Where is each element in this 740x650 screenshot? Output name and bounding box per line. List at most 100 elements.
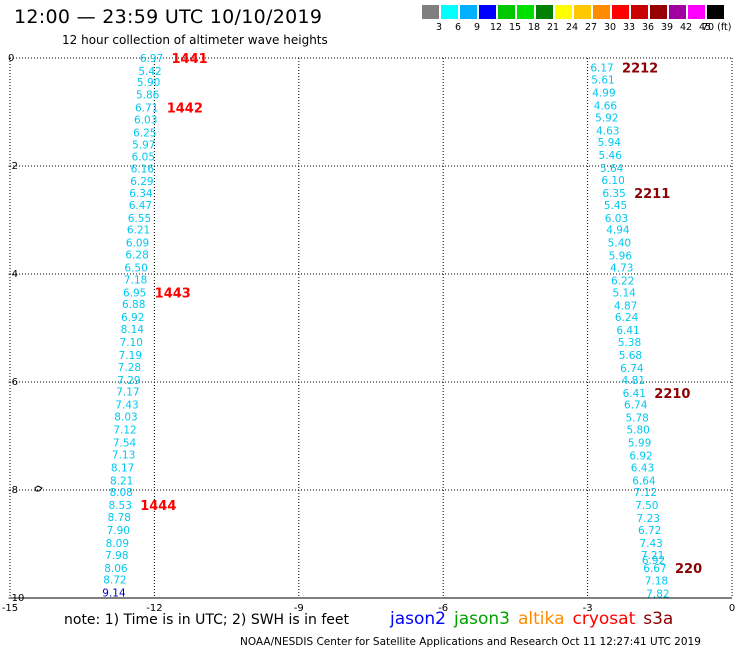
- swh-value: 6.47: [129, 200, 152, 212]
- swh-value: 6.92: [121, 312, 144, 324]
- swh-value: 7.90: [107, 525, 130, 537]
- legend-swatch: [441, 5, 458, 19]
- swh-value: 6.17: [590, 63, 613, 75]
- swh-value: 7.13: [112, 449, 135, 461]
- wave-height-color-legend: 3 6 9 12 15 18 21 24 27 30 33 36 39 42 45 70 (ft): [422, 5, 731, 37]
- swh-value: 5.42: [138, 66, 161, 78]
- legend-label: 12: [489, 22, 503, 33]
- swh-value: 6.92: [642, 555, 665, 567]
- swh-value: 5.45: [604, 200, 627, 212]
- swh-value: 7.50: [635, 500, 658, 512]
- pass-time-label: 2210: [654, 387, 690, 402]
- page-title: 12:00 — 23:59 UTC 10/10/2019: [14, 6, 323, 28]
- legend-label: 24: [565, 22, 579, 33]
- legend-swatch: [669, 5, 686, 19]
- swh-value: 6.50: [124, 263, 147, 275]
- swh-value: 7.18: [124, 274, 147, 286]
- legend-swatch: [498, 5, 515, 19]
- swh-value: 7.29: [117, 375, 140, 387]
- swh-value: 4.66: [594, 101, 618, 113]
- pass-time-label: 1443: [155, 286, 191, 301]
- swh-value: 7.17: [116, 387, 139, 399]
- swh-value: 6.67: [643, 563, 666, 575]
- legend-label: 70 (ft): [702, 22, 732, 33]
- pass-time-label: 2211: [634, 187, 670, 202]
- swh-value: 5.96: [609, 251, 633, 263]
- swh-value: 7.28: [118, 362, 141, 374]
- swh-value: 8.72: [103, 575, 126, 587]
- legend-swatch: [479, 5, 496, 19]
- swh-value: 6.03: [605, 213, 628, 225]
- swh-value: 6.41: [623, 388, 646, 400]
- swh-value: 6.03: [134, 115, 157, 127]
- swh-value: 5.46: [599, 150, 623, 162]
- legend-swatch: [593, 5, 610, 19]
- legend-swatch: [536, 5, 553, 19]
- swh-value: 6.22: [611, 275, 634, 287]
- legend-swatch: [517, 5, 534, 19]
- legend-label: 27: [584, 22, 598, 33]
- swh-value: 4.81: [622, 375, 645, 387]
- swh-value: 7.21: [641, 550, 664, 562]
- swh-value: 4.99: [592, 88, 615, 100]
- x-tick-label: -12: [146, 603, 162, 614]
- footer-note: note: 1) Time is in UTC; 2) SWH is in fe…: [64, 612, 350, 628]
- swh-value: 7.43: [115, 400, 138, 412]
- swh-value: 6.64: [632, 475, 656, 487]
- swh-value: 6.74: [624, 400, 648, 412]
- pass-time-label: 220: [675, 562, 702, 577]
- legend-swatch: [612, 5, 629, 19]
- satellite-name-altika: altika: [518, 609, 565, 629]
- swh-value: 6.09: [126, 238, 149, 250]
- swh-value: 6.28: [125, 250, 148, 262]
- swh-value: 7.98: [105, 550, 128, 562]
- x-tick-label: -9: [294, 603, 304, 614]
- swh-value: 7.12: [113, 425, 136, 437]
- legend-label: 45: [698, 22, 712, 33]
- legend-swatch: [688, 5, 705, 19]
- legend-label: 21: [546, 22, 560, 33]
- pass-time-label: 1441: [172, 52, 208, 67]
- swh-value: 6.88: [122, 299, 145, 311]
- satellite-legend: jason2 jason3 altika cryosat s3a: [390, 609, 681, 629]
- legend-swatch: [707, 5, 724, 19]
- swh-value: 5.38: [618, 337, 641, 349]
- swh-value: 6.72: [638, 525, 661, 537]
- swh-value: 6.97: [140, 53, 163, 65]
- satellite-name-cryosat: cryosat: [572, 609, 636, 629]
- swh-value: 6.24: [615, 312, 639, 324]
- swh-value: 5.94: [598, 137, 622, 149]
- swh-value: 5.80: [626, 425, 649, 437]
- swh-value: 5.78: [625, 413, 648, 425]
- swh-value: 8.03: [114, 412, 137, 424]
- swh-value: 6.29: [130, 176, 153, 188]
- swh-value: 8.17: [111, 462, 134, 474]
- pass-time-label: 1444: [140, 499, 176, 514]
- swh-value: 7.12: [634, 487, 657, 499]
- swh-value: 8.53: [109, 500, 132, 512]
- swh-value: 7.23: [637, 513, 660, 525]
- swh-value: 6.10: [601, 175, 624, 187]
- legend-swatch: [574, 5, 591, 19]
- swh-value: 7.10: [120, 337, 143, 349]
- swh-value: 9.14: [102, 588, 126, 600]
- swh-value: 6.25: [133, 128, 156, 140]
- swh-value: 8.08: [109, 487, 132, 499]
- legend-label: 6: [454, 22, 462, 33]
- page-subtitle: 12 hour collection of altimeter wave hei…: [62, 33, 328, 47]
- swh-value: 6.05: [132, 151, 155, 163]
- satellite-name-jason3: jason3: [454, 609, 510, 629]
- y-tick-label: -6: [8, 377, 18, 388]
- swh-value: 8.09: [106, 538, 129, 550]
- y-tick-label: -2: [8, 161, 18, 172]
- swh-value: 6.21: [127, 225, 150, 237]
- swh-value: 5.99: [628, 437, 651, 449]
- legend-label: 33: [622, 22, 636, 33]
- pass-time-label: 2212: [622, 62, 658, 77]
- pass-time-label: 1442: [167, 102, 203, 117]
- swh-value: 5.61: [591, 75, 614, 87]
- swh-value: 7.19: [119, 350, 142, 362]
- swh-value: 8.06: [104, 563, 128, 575]
- swh-value: 5.68: [619, 350, 642, 362]
